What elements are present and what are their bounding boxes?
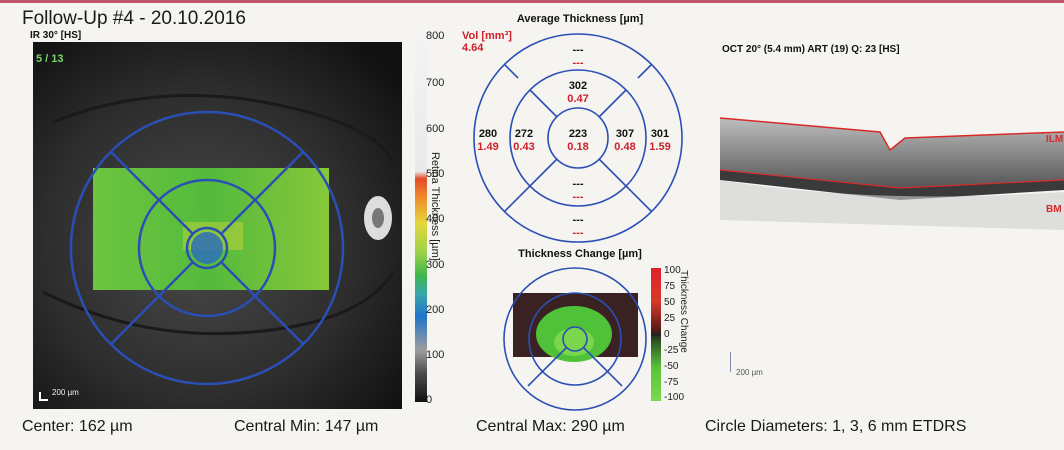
oct-scale-bar [730,352,731,372]
sector-inner-bottom: --- --- [572,178,584,203]
colorbar-tick: 300 [426,259,445,271]
sector-inner-left: 272 0.43 [513,128,535,153]
thickness-change-title: Thickness Change [µm] [518,248,642,260]
rpe-layer [720,170,1064,200]
sector-outer-right: 301 1.59 [649,128,671,153]
colorbar-tick: 800 [426,30,445,42]
change-tick: 100 [664,265,681,276]
outer-ring [473,33,683,243]
top-border-line [0,0,1064,3]
change-tick: 50 [664,297,676,308]
center-ring [547,107,609,169]
total-volume-value: 4.64 [462,42,484,54]
change-tick: -25 [664,345,679,356]
change-tick: 25 [664,313,676,324]
change-axis-label: Thickness Change [678,270,689,353]
change-tick: 75 [664,281,676,292]
sector-center: 223 0.18 [567,128,589,153]
ilm-label: ILM [1046,134,1064,145]
middle-ring [509,69,647,207]
sector-inner-top: 302 0.47 [567,80,589,105]
ir-label: IR 30° [HS] [30,30,82,41]
colorbar-tick: 600 [426,123,445,135]
etdrs-average-diagram [473,33,683,243]
circle-diameters: Circle Diameters: 1, 3, 6 mm ETDRS [705,418,967,435]
oct-scale-label: 200 µm [736,368,763,377]
change-tick: -75 [664,377,679,388]
bm-line [720,169,1064,189]
fundus-image [33,42,402,409]
fovea-depression [191,232,223,264]
oct-bscan [720,117,1064,230]
central-max: Central Max: 290 µm [476,418,625,435]
sector-outer-left: 280 1.49 [477,128,499,153]
colorbar-axis-label: Retina Thickness [µm] [429,152,441,261]
bm-label: BM [1046,204,1062,215]
average-thickness-title: Average Thickness [µm] [516,13,644,25]
colorbar-tick: 500 [426,168,445,180]
oct-label: OCT 20° (5.4 mm) ART (19) Q: 23 [HS] [722,44,900,55]
volume-label-text: Vol [mm³] [462,30,512,42]
thickness-colorbar [415,30,427,402]
change-tick: -100 [664,392,685,403]
center-thickness: Center: 162 µm [22,418,133,435]
sector-outer-top: --- --- [572,44,584,69]
frame-counter: 5 / 13 [36,53,64,65]
thickness-change-diagram [503,267,647,411]
colorbar-tick: 400 [426,213,445,225]
change-colorbar [651,268,661,401]
colorbar-tick: 0 [426,394,433,406]
fundus-overlay [33,42,402,409]
sector-outer-bottom: --- --- [572,214,584,239]
etdrs-change-grid [503,267,647,411]
page-title: Follow-Up #4 - 20.10.2016 [22,8,246,29]
colorbar-tick: 200 [426,304,445,316]
vessel [42,271,395,336]
colorbar-tick: 100 [426,349,445,361]
etdrs-grid [69,110,345,386]
vessel [52,93,395,163]
colorbar-tick: 700 [426,77,445,89]
sector-inner-right: 307 0.48 [614,128,636,153]
choroid [720,180,1064,230]
change-tick: 0 [664,329,670,340]
volume-label: Vol [mm³] 4.64 [462,30,512,54]
ilm-line [720,117,1064,152]
scale-bar [39,392,48,401]
central-min: Central Min: 147 µm [234,418,379,435]
fundus-scale-label: 200 µm [52,388,79,397]
change-tick: -50 [664,361,679,372]
